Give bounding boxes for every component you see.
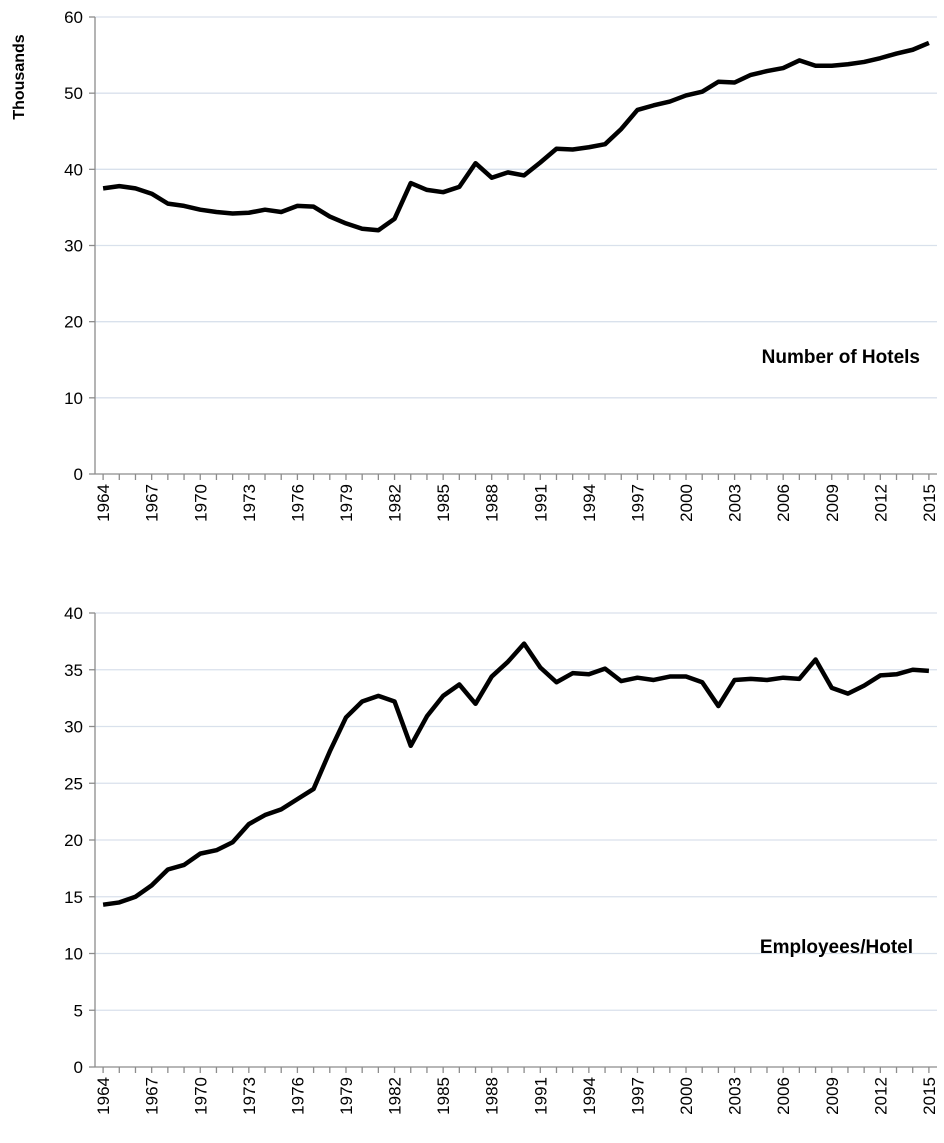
y-tick-label: 20 xyxy=(64,831,83,850)
x-tick-label: 1988 xyxy=(483,484,502,522)
x-tick-label: 1970 xyxy=(191,484,210,522)
x-tick-label: 1976 xyxy=(288,484,307,522)
x-tick-label: 1973 xyxy=(240,484,259,522)
x-tick-label: 1997 xyxy=(628,484,647,522)
x-tick-label: 1964 xyxy=(94,484,113,522)
x-tick-label: 1973 xyxy=(240,1077,259,1115)
x-tick-label: 2015 xyxy=(920,1077,939,1115)
x-tick-label: 1964 xyxy=(94,1077,113,1115)
x-tick-label: 2012 xyxy=(871,1077,890,1115)
x-tick-label: 2009 xyxy=(823,1077,842,1115)
y-tick-label: 5 xyxy=(74,1001,83,1020)
x-tick-label: 2009 xyxy=(823,484,842,522)
y-tick-label: 30 xyxy=(64,237,83,256)
x-tick-label: 1967 xyxy=(143,1077,162,1115)
y-tick-label: 35 xyxy=(64,661,83,680)
y-tick-label: 10 xyxy=(64,945,83,964)
data-line xyxy=(102,40,930,233)
y-tick-label: 20 xyxy=(64,313,83,332)
x-tick-label: 1988 xyxy=(483,1077,502,1115)
y-tick-label: 25 xyxy=(64,774,83,793)
data-line xyxy=(102,641,930,907)
x-tick-label: 1976 xyxy=(288,1077,307,1115)
x-tick-label: 1967 xyxy=(143,484,162,522)
x-tick-label: 1970 xyxy=(191,1077,210,1115)
x-tick-label: 2015 xyxy=(920,484,939,522)
annotation: Number of Hotels xyxy=(762,347,920,368)
x-tick-label: 1985 xyxy=(434,484,453,522)
y-tick-label: 30 xyxy=(64,718,83,737)
y-tick-label: 10 xyxy=(64,389,83,408)
x-tick-label: 1997 xyxy=(628,1077,647,1115)
x-tick-label: 2000 xyxy=(677,484,696,522)
x-tick-label: 1994 xyxy=(580,1077,599,1115)
y-tick-label: 40 xyxy=(64,604,83,623)
x-tick-label: 2003 xyxy=(726,1077,745,1115)
y-tick-label: 0 xyxy=(74,465,83,484)
annotation: Employees/Hotel xyxy=(760,937,913,958)
x-tick-label: 1991 xyxy=(531,1077,550,1115)
y-tick-label: 0 xyxy=(74,1058,83,1077)
x-tick-label: 1979 xyxy=(337,484,356,522)
y-tick-label: 15 xyxy=(64,888,83,907)
x-tick-label: 1982 xyxy=(386,484,405,522)
x-tick-label: 2012 xyxy=(871,484,890,522)
y-tick-label: 50 xyxy=(64,84,83,103)
x-tick-label: 1979 xyxy=(337,1077,356,1115)
x-tick-label: 2006 xyxy=(774,1077,793,1115)
y-axis-title: Thousands xyxy=(11,34,28,119)
x-tick-label: 1991 xyxy=(531,484,550,522)
x-tick-label: 1982 xyxy=(386,1077,405,1115)
x-tick-label: 2003 xyxy=(726,484,745,522)
x-tick-label: 2006 xyxy=(774,484,793,522)
y-tick-label: 60 xyxy=(64,8,83,27)
x-tick-label: 2000 xyxy=(677,1077,696,1115)
y-tick-label: 40 xyxy=(64,160,83,179)
x-tick-label: 1985 xyxy=(434,1077,453,1115)
x-tick-label: 1994 xyxy=(580,484,599,522)
